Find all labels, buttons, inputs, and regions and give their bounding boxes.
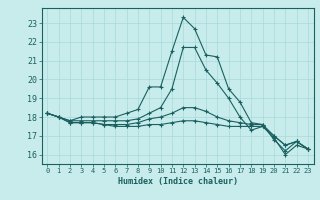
X-axis label: Humidex (Indice chaleur): Humidex (Indice chaleur) — [118, 177, 237, 186]
